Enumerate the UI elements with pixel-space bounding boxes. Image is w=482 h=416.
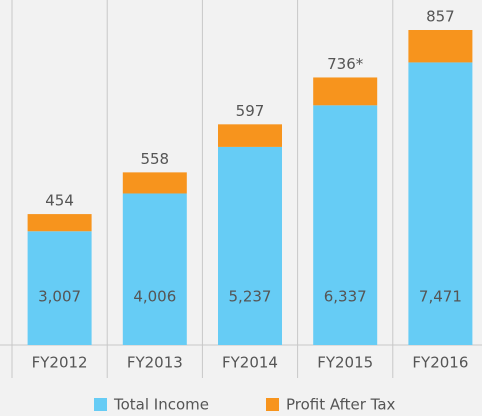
bar-segment	[313, 105, 378, 345]
bar-segment	[122, 193, 187, 345]
data-label: 597	[236, 102, 265, 120]
bar-segment	[408, 62, 473, 345]
bar-segment	[27, 231, 92, 345]
x-tick-label: FY2016	[412, 354, 468, 372]
bar-segment	[218, 124, 282, 147]
data-label: 3,007	[38, 288, 81, 306]
data-label: 857	[426, 8, 455, 26]
data-label: 5,237	[229, 288, 272, 306]
data-label: 4,006	[133, 288, 176, 306]
data-label: 6,337	[324, 288, 367, 306]
bar-segment	[27, 214, 92, 232]
data-label: 736*	[327, 55, 364, 73]
legend-label: Total Income	[113, 396, 209, 414]
legend-label: Profit After Tax	[286, 396, 396, 414]
x-tick-label: FY2012	[32, 354, 88, 372]
data-label: 558	[140, 150, 169, 168]
bar-segment	[218, 146, 282, 345]
legend-swatch	[94, 398, 107, 411]
data-label: 454	[45, 192, 74, 210]
bar-segment	[122, 172, 187, 194]
x-tick-label: FY2013	[127, 354, 183, 372]
x-tick-label: FY2014	[222, 354, 278, 372]
x-tick-label: FY2015	[317, 354, 373, 372]
bar-segment	[313, 77, 378, 106]
bar-segment	[408, 30, 473, 63]
legend-swatch	[266, 398, 279, 411]
data-label: 7,471	[419, 288, 462, 306]
